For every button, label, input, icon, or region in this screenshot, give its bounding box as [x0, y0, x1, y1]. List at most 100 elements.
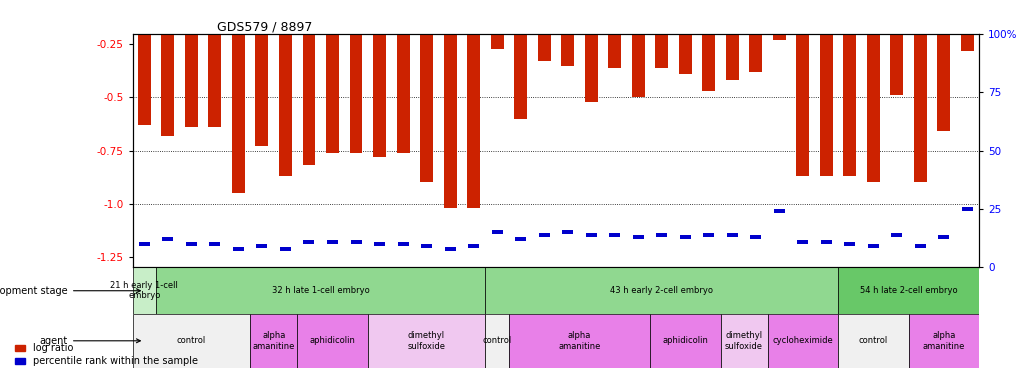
Bar: [138, 0, 151, 125]
Bar: [890, 0, 903, 95]
Bar: [351, 240, 361, 244]
Bar: [304, 240, 314, 244]
Bar: [208, 0, 221, 127]
Bar: [914, 244, 925, 248]
Text: aphidicolin: aphidicolin: [661, 336, 707, 345]
Text: 43 h early 2-cell embryo: 43 h early 2-cell embryo: [609, 286, 712, 295]
Bar: [913, 0, 926, 182]
Bar: [373, 0, 385, 157]
Text: control: control: [176, 336, 206, 345]
Bar: [485, 267, 838, 314]
Bar: [491, 230, 502, 234]
Text: GDS579 / 8897: GDS579 / 8897: [217, 21, 313, 34]
Bar: [585, 233, 596, 237]
Text: 32 h late 1-cell embryo: 32 h late 1-cell embryo: [272, 286, 369, 295]
Bar: [727, 233, 737, 237]
Text: control: control: [482, 336, 512, 345]
Bar: [397, 242, 409, 246]
Bar: [867, 244, 878, 248]
Bar: [838, 314, 908, 368]
Bar: [607, 0, 621, 68]
Bar: [515, 237, 526, 241]
Text: dimethyl
sulfoxide: dimethyl sulfoxide: [725, 331, 762, 351]
Bar: [679, 235, 690, 239]
Text: alpha
amanitine: alpha amanitine: [922, 331, 964, 351]
Bar: [936, 0, 950, 132]
Bar: [184, 0, 198, 127]
Bar: [750, 235, 760, 239]
Bar: [719, 314, 766, 368]
Bar: [726, 0, 738, 81]
Bar: [443, 0, 457, 208]
Bar: [303, 0, 315, 165]
Text: cycloheximide: cycloheximide: [771, 336, 833, 345]
Bar: [891, 233, 902, 237]
Text: 54 h late 2-cell embryo: 54 h late 2-cell embryo: [859, 286, 957, 295]
Bar: [538, 233, 549, 237]
Bar: [156, 267, 485, 314]
Bar: [608, 233, 620, 237]
Bar: [654, 0, 667, 68]
Bar: [819, 0, 832, 176]
Text: dimethyl
sulfoxide: dimethyl sulfoxide: [408, 331, 445, 351]
Bar: [297, 314, 368, 368]
Bar: [766, 314, 838, 368]
Text: agent: agent: [40, 336, 141, 346]
Bar: [838, 267, 978, 314]
Bar: [490, 0, 503, 49]
Bar: [132, 267, 156, 314]
Bar: [420, 0, 433, 182]
Legend: log ratio, percentile rank within the sample: log ratio, percentile rank within the sa…: [15, 344, 198, 366]
Bar: [961, 207, 972, 211]
Bar: [467, 0, 480, 208]
Bar: [327, 240, 337, 244]
Bar: [468, 244, 479, 248]
Bar: [350, 0, 362, 153]
Text: alpha
amanitine: alpha amanitine: [253, 331, 294, 351]
Bar: [162, 237, 173, 241]
Bar: [649, 314, 719, 368]
Bar: [508, 314, 649, 368]
Bar: [843, 0, 856, 176]
Bar: [256, 244, 267, 248]
Bar: [960, 0, 973, 51]
Bar: [209, 242, 220, 246]
Bar: [326, 0, 338, 153]
Bar: [231, 0, 245, 193]
Bar: [820, 240, 832, 244]
Bar: [132, 314, 250, 368]
Bar: [279, 0, 291, 176]
Bar: [396, 0, 409, 153]
Bar: [139, 242, 150, 246]
Bar: [772, 0, 785, 40]
Bar: [250, 314, 297, 368]
Bar: [844, 242, 855, 246]
Bar: [514, 0, 527, 119]
Bar: [678, 0, 691, 74]
Text: 21 h early 1-cell
embryo: 21 h early 1-cell embryo: [110, 281, 178, 300]
Bar: [937, 235, 949, 239]
Bar: [702, 0, 714, 91]
Bar: [797, 240, 807, 244]
Bar: [161, 0, 174, 136]
Bar: [537, 0, 550, 62]
Bar: [485, 314, 508, 368]
Bar: [796, 0, 808, 176]
Bar: [584, 0, 597, 102]
Bar: [444, 247, 455, 250]
Bar: [232, 247, 244, 250]
Bar: [655, 233, 666, 237]
Bar: [749, 0, 761, 72]
Text: alpha
amanitine: alpha amanitine: [557, 331, 600, 351]
Bar: [279, 247, 290, 250]
Bar: [908, 314, 978, 368]
Bar: [631, 0, 644, 98]
Text: development stage: development stage: [0, 286, 141, 296]
Bar: [632, 235, 643, 239]
Bar: [185, 242, 197, 246]
Bar: [702, 233, 713, 237]
Text: control: control: [858, 336, 888, 345]
Bar: [421, 244, 432, 248]
Bar: [773, 209, 784, 213]
Bar: [255, 0, 268, 146]
